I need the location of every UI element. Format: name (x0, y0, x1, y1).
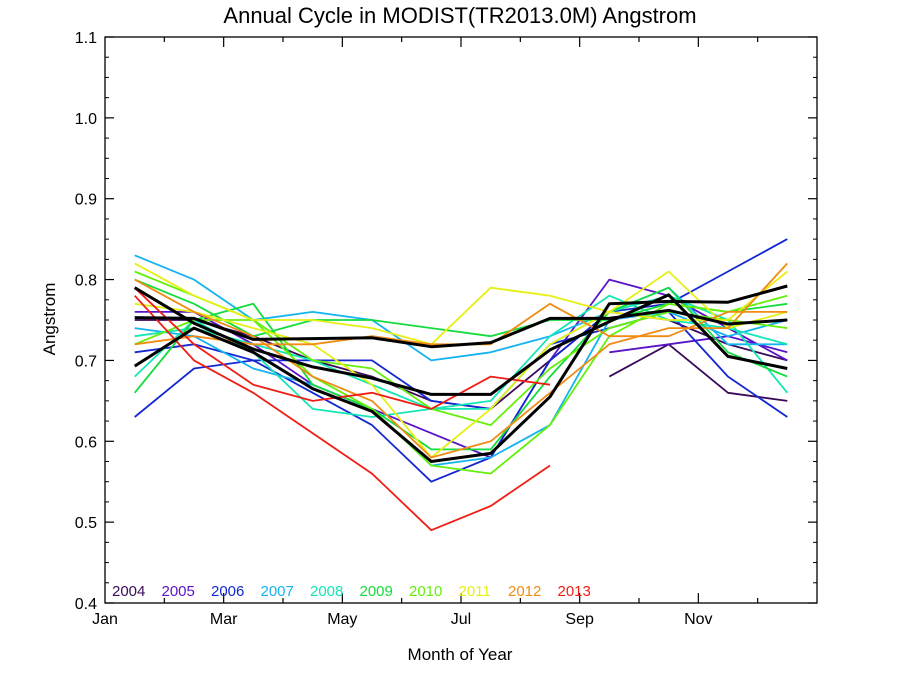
legend: 2004 2005 2006 2007 2008 2009 2010 2011 2012 2013 (112, 583, 591, 600)
x-tick-label: Sep (565, 611, 594, 628)
x-tick-label: Mar (210, 611, 238, 628)
y-tick-label: 0.6 (75, 434, 97, 451)
y-tick-label: 0.4 (75, 596, 97, 613)
legend-entry-2007: 2007 (261, 583, 294, 600)
legend-entry-2010: 2010 (409, 583, 442, 600)
series-line-2011-1 (134, 262, 788, 346)
y-tick-label: 0.8 (75, 273, 97, 290)
y-axis-label: Angstrom (40, 283, 59, 356)
x-tick-label: Nov (684, 611, 712, 628)
chart-title: Annual Cycle in MODIST(TR2013.0M) Angstr… (223, 3, 696, 28)
legend-entry-2012: 2012 (508, 583, 541, 600)
x-tick-label: May (327, 611, 357, 628)
legend-entry-2011: 2011 (459, 583, 491, 600)
y-tick-label: 1.1 (75, 30, 97, 47)
legend-entry-2009: 2009 (360, 583, 393, 600)
mean-line-1 (134, 308, 788, 349)
y-tick-label: 0.7 (75, 353, 97, 370)
legend-entry-2004: 2004 (112, 583, 145, 600)
plot-lines (133, 238, 788, 532)
x-tick-label: Jul (451, 611, 471, 628)
series-line-2008-2 (134, 294, 788, 410)
y-tick-label: 0.5 (75, 515, 97, 532)
series-line-2011-2 (134, 270, 788, 459)
y-tick-label: 1.0 (75, 111, 97, 128)
legend-entry-2006: 2006 (211, 583, 244, 600)
y-tick-label: 0.9 (75, 192, 97, 209)
series-line-2007-2 (134, 311, 788, 467)
series-line-2013-1 (134, 295, 551, 532)
series-line-2012-1 (134, 262, 788, 459)
mean-line-2 (133, 286, 788, 396)
plot-frame (104, 36, 818, 604)
legend-entry-2008: 2008 (310, 583, 343, 600)
x-tick-label: Jan (92, 611, 118, 628)
mean-line-3 (133, 284, 788, 463)
legend-entry-2005: 2005 (162, 583, 195, 600)
tick-labels: 0.4 0.5 0.6 0.7 0.8 0.9 1.0 1.1 Jan Mar May Jul Sep N… (75, 30, 713, 628)
series-line-2013-2 (134, 287, 551, 410)
x-axis-label: Month of Year (408, 645, 513, 664)
series-line-2007-1 (134, 254, 788, 362)
legend-entry-2013: 2013 (558, 583, 591, 600)
series-line-2010-1 (134, 270, 788, 426)
